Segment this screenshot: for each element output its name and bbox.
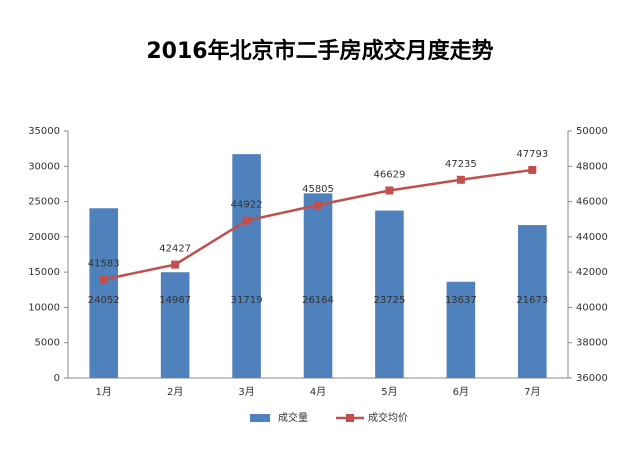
y2-tick-label: 40000: [576, 302, 608, 313]
line-value-label: 47235: [445, 159, 477, 170]
y-tick-label: 35000: [28, 126, 60, 137]
y2-tick-label: 46000: [576, 197, 608, 208]
y-tick-label: 20000: [28, 232, 60, 243]
x-tick-label: 3月: [238, 386, 254, 398]
bar-value-label: 23725: [374, 295, 406, 306]
legend-swatch: [346, 414, 354, 422]
x-tick-label: 1月: [96, 386, 112, 398]
line-marker: [242, 216, 251, 225]
x-tick-label: 7月: [524, 386, 540, 398]
bar: [232, 154, 261, 378]
line-marker: [456, 175, 465, 184]
y2-tick-label: 36000: [576, 373, 608, 384]
x-tick-label: 4月: [310, 386, 326, 398]
bar-value-label: 26164: [302, 295, 334, 306]
y2-tick-label: 44000: [576, 232, 608, 243]
bar: [160, 272, 190, 378]
y2-tick-label: 42000: [576, 267, 608, 278]
y-tick-label: 10000: [28, 302, 60, 313]
x-tick-label: 6月: [453, 386, 469, 398]
line-marker: [528, 165, 537, 174]
y-tick-label: 25000: [28, 197, 60, 208]
x-tick-label: 5月: [381, 386, 397, 398]
line-value-label: 46629: [374, 169, 406, 180]
line-marker: [385, 186, 394, 195]
line-value-label: 45805: [302, 184, 334, 195]
y-tick-label: 0: [54, 373, 60, 384]
line-marker: [171, 260, 180, 269]
bar: [446, 281, 476, 378]
line-value-label: 41583: [88, 258, 120, 269]
y2-tick-label: 50000: [576, 126, 608, 137]
legend-swatch: [250, 414, 270, 422]
line-value-label: 47793: [516, 149, 548, 160]
legend-label: 成交均价: [368, 411, 408, 424]
bar: [303, 193, 333, 378]
line-marker: [99, 275, 108, 284]
y-tick-label: 30000: [28, 161, 60, 172]
bar-value-label: 21673: [516, 295, 548, 306]
x-tick-label: 2月: [167, 386, 183, 398]
bar: [518, 225, 547, 378]
y2-tick-label: 38000: [576, 338, 608, 349]
line-marker: [314, 201, 322, 210]
line-value-label: 44922: [231, 200, 263, 211]
bar-value-label: 31719: [231, 295, 263, 306]
bar: [375, 210, 404, 378]
bar: [89, 208, 118, 378]
y2-tick-label: 48000: [576, 161, 608, 172]
bar-value-label: 24052: [88, 295, 120, 306]
y-tick-label: 5000: [35, 338, 60, 349]
legend-label: 成交量: [278, 411, 308, 424]
chart-title: 2016年北京市二手房成交月度走势: [146, 38, 493, 64]
bar-value-label: 13637: [445, 295, 477, 306]
line-value-label: 42427: [159, 244, 191, 255]
bar-value-label: 14987: [159, 295, 191, 306]
y-tick-label: 15000: [28, 267, 60, 278]
